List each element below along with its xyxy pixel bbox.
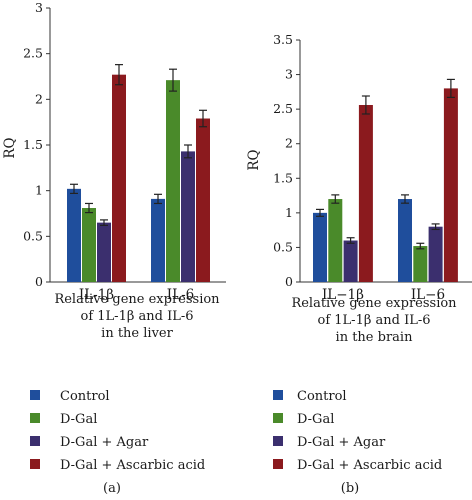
- y-tick-label-a: 2: [35, 91, 43, 106]
- legend-label-control-a: Control: [60, 389, 110, 404]
- legend-label-dgal-a: D-Gal: [60, 412, 97, 427]
- chart-panel-a: RQ 0 0.5 1 1.5 2 2.5 3 IL-1β IL-6 Relative gene …: [2, 0, 226, 496]
- x-category-label-b: IL−6: [411, 287, 445, 303]
- bar-b-0-1: [328, 199, 343, 282]
- legend-swatch-dgal-b: [273, 413, 283, 423]
- y-tick-label-b: 1.5: [273, 170, 293, 185]
- legend-swatch-control-b: [273, 390, 283, 400]
- bar-a-0-2: [97, 222, 111, 282]
- legend-swatch-agar-b: [273, 436, 283, 446]
- y-tick-label-a: 1: [35, 183, 43, 198]
- bar-a-0-1: [82, 208, 96, 282]
- legend-label-control-b: Control: [297, 389, 347, 404]
- legend-label-agar-a: D-Gal + Agar: [60, 435, 149, 450]
- bar-b-0-0: [313, 212, 327, 282]
- legend-swatch-agar-a: [30, 436, 40, 446]
- y-tick-label-a: 2.5: [23, 46, 43, 61]
- legend-b: Control D-Gal D-Gal + Agar D-Gal + Ascar…: [273, 389, 442, 473]
- bar-a-1-3: [196, 118, 210, 282]
- y-tick-label-a: 1.5: [23, 137, 43, 152]
- bar-a-0-3: [112, 74, 126, 282]
- y-tick-label-b: 3: [285, 67, 293, 82]
- legend-a: Control D-Gal D-Gal + Agar D-Gal + Ascar…: [30, 389, 205, 473]
- x-axis-caption-b-line1: Relative gene expression: [291, 296, 457, 311]
- x-category-label-b: IL−1β: [322, 287, 364, 303]
- chart-panel-b: RQ 0 0.5 1 1.5 2 2.5 3 3.5 IL−1β IL−6 Relative ge…: [246, 32, 472, 496]
- x-axis-caption-a-line2: of 1L-1β and IL-6: [81, 309, 194, 324]
- legend-swatch-ascorbic-a: [30, 459, 40, 469]
- y-tick-label-a: 0: [35, 274, 43, 289]
- x-axis-caption-a-line3: in the liver: [101, 326, 173, 341]
- panel-label-b: (b): [341, 481, 359, 496]
- y-tick-label-b: 0: [285, 274, 293, 289]
- bar-b-0-3: [358, 104, 373, 282]
- y-axis-label-a: RQ: [2, 137, 18, 158]
- legend-swatch-control-a: [30, 390, 40, 400]
- y-tick-label-b: 0.5: [273, 239, 293, 254]
- bar-b-1-2: [428, 226, 443, 282]
- y-tick-label-a: 3: [35, 0, 43, 15]
- y-tick-label-b: 2.5: [273, 101, 293, 116]
- bar-b-1-3: [443, 88, 458, 283]
- y-tick-label-b: 1: [285, 205, 293, 220]
- bar-b-1-1: [413, 246, 428, 282]
- legend-label-ascorbic-a: D-Gal + Ascarbic acid: [60, 458, 205, 473]
- bar-b-1-0: [398, 199, 412, 282]
- bar-a-0-0: [67, 188, 81, 282]
- y-axis-label-b: RQ: [246, 149, 262, 170]
- legend-swatch-ascorbic-b: [273, 459, 283, 469]
- legend-label-dgal-b: D-Gal: [297, 412, 334, 427]
- x-category-label-a: IL-1β: [79, 287, 114, 303]
- bar-a-1-1: [166, 80, 180, 282]
- x-axis-caption-a-line1: Relative gene expression: [54, 292, 220, 307]
- y-tick-label-a: 0.5: [23, 228, 43, 243]
- legend-label-ascorbic-b: D-Gal + Ascarbic acid: [297, 458, 442, 473]
- legend-swatch-dgal-a: [30, 413, 40, 423]
- bar-b-0-2: [343, 240, 358, 282]
- y-tick-label-b: 2: [285, 136, 293, 151]
- x-axis-caption-b-line2: of 1L-1β and IL-6: [318, 313, 431, 328]
- bar-a-1-0: [151, 198, 165, 282]
- bar-a-1-2: [181, 151, 195, 282]
- x-category-label-a: IL-6: [167, 287, 194, 303]
- x-axis-caption-b-line3: in the brain: [336, 330, 414, 345]
- legend-label-agar-b: D-Gal + Agar: [297, 435, 386, 450]
- panel-label-a: (a): [103, 481, 121, 496]
- y-tick-label-b: 3.5: [273, 32, 293, 47]
